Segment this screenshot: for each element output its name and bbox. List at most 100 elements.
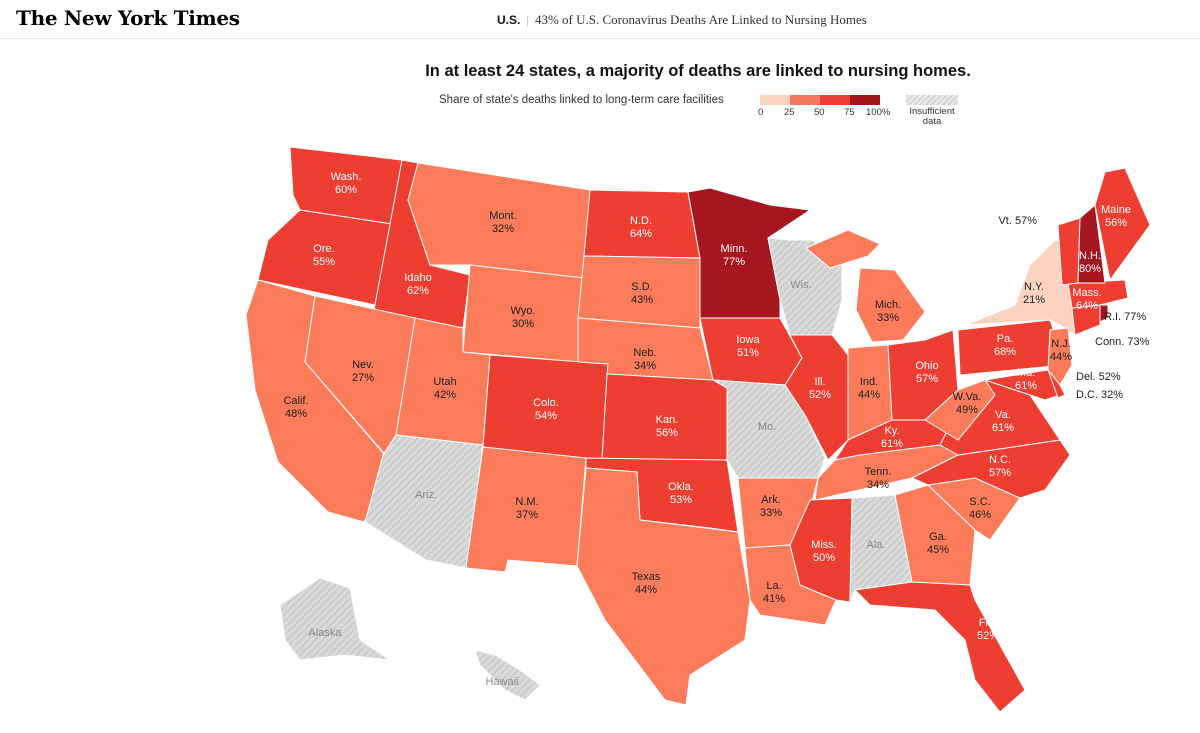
state-value: 53% <box>670 494 692 506</box>
state-label-sc: S.C. 46% <box>969 496 991 521</box>
state-label-md: Md. 61% <box>1015 367 1037 392</box>
state-ma[interactable] <box>1067 279 1129 309</box>
state-value: 49% <box>956 404 978 416</box>
state-value: 27% <box>352 372 374 384</box>
state-value: 61% <box>881 438 903 450</box>
state-name: Ark. <box>761 494 781 506</box>
state-name: Fla. <box>979 617 997 629</box>
nyt-logo[interactable]: The New York Times <box>16 6 240 30</box>
state-label-al: Ala. <box>867 539 886 551</box>
state-label-nv: Nev. 27% <box>352 359 374 384</box>
section-link[interactable]: U.S. <box>497 13 521 27</box>
legend-color-scale <box>760 95 880 105</box>
state-value: 50% <box>813 552 835 564</box>
state-label-hi: Hawaii <box>485 676 518 688</box>
state-nj[interactable] <box>1047 327 1073 386</box>
state-name: Miss. <box>811 539 837 551</box>
state-value: 34% <box>867 479 889 491</box>
state-label-ky: Ky. 61% <box>881 425 903 450</box>
state-value: 37% <box>516 509 538 521</box>
state-label-ga: Ga. 45% <box>927 531 949 556</box>
state-vt[interactable] <box>1057 217 1081 286</box>
legend-tick-25: 25 <box>784 107 795 118</box>
state-ga[interactable] <box>894 484 976 586</box>
state-label-mn: Minn. 77% <box>721 243 748 268</box>
state-mi[interactable] <box>855 267 926 343</box>
state-label-nm: N.M. 37% <box>515 496 538 521</box>
state-nh[interactable] <box>1077 204 1106 284</box>
state-label-de: Del. 52% <box>1076 371 1121 383</box>
state-name: Mich. <box>875 299 901 311</box>
legend-insufficient-label: Insufficient data <box>904 107 960 127</box>
state-label-mi: Mich. 33% <box>875 299 901 324</box>
state-name: Neb. <box>633 347 656 359</box>
state-ri[interactable] <box>1099 304 1109 323</box>
legend-tick-50: 50 <box>814 107 825 118</box>
state-label-me: Maine 56% <box>1101 204 1131 229</box>
state-name: Ohio <box>915 360 938 372</box>
state-hi[interactable] <box>474 649 541 701</box>
state-name: Wyo. <box>511 305 536 317</box>
legend-label: Share of state's deaths linked to long-t… <box>439 94 724 106</box>
state-label-fl: Fla. 52% <box>977 617 999 642</box>
state-name: Calif. <box>283 395 308 407</box>
state-name: Md. <box>1017 367 1035 379</box>
state-name: Tenn. <box>865 466 892 478</box>
state-label-id: Idaho 62% <box>404 272 432 297</box>
state-tx[interactable] <box>576 467 751 706</box>
state-fl[interactable] <box>854 581 1026 713</box>
state-de[interactable] <box>1047 369 1066 399</box>
legend-insufficient-line2: data <box>922 116 942 127</box>
state-name: Kan. <box>656 414 679 426</box>
state-name: Okla. <box>668 481 694 493</box>
state-name: W.Va. <box>953 391 982 403</box>
state-label-pa: Pa. 68% <box>994 333 1016 358</box>
legend-tick-75: 75 <box>844 107 855 118</box>
legend-swatch-3 <box>850 95 880 105</box>
state-value: 61% <box>992 422 1014 434</box>
state-name: Pa. <box>997 333 1014 345</box>
state-name: Alaska <box>308 627 342 639</box>
state-ak[interactable] <box>279 577 391 661</box>
state-name: Minn. <box>721 243 748 255</box>
state-name: Ill. <box>815 376 826 388</box>
state-label-tx: Texas 44% <box>632 571 661 596</box>
state-label-nh: N.H. 80% <box>1079 250 1101 275</box>
state-or[interactable] <box>257 209 393 306</box>
state-label-mt: Mont. 32% <box>489 210 517 235</box>
state-label-sd: S.D. 43% <box>631 281 653 306</box>
state-wv[interactable] <box>924 379 996 441</box>
state-me[interactable] <box>1094 167 1151 281</box>
state-value: 21% <box>1023 294 1045 306</box>
state-az[interactable] <box>364 434 484 569</box>
state-label-ri: R.I. 77% <box>1104 311 1146 323</box>
state-label-ok: Okla. 53% <box>668 481 694 506</box>
breadcrumb-separator: | <box>526 12 529 27</box>
state-value: 44% <box>635 584 657 596</box>
state-name: Texas <box>632 571 661 583</box>
state-name: N.H. <box>1079 250 1101 262</box>
state-value: 62% <box>407 285 429 297</box>
state-md[interactable] <box>984 369 1061 401</box>
state-value: 80% <box>1079 263 1101 275</box>
state-il[interactable] <box>784 334 849 461</box>
state-value: 44% <box>858 389 880 401</box>
state-name: Ore. <box>313 243 334 255</box>
state-value: 41% <box>763 593 785 605</box>
state-name: N.M. <box>515 496 538 508</box>
state-mi-upper[interactable] <box>805 229 881 269</box>
state-value: 52% <box>977 630 999 642</box>
state-value: 61% <box>1015 380 1037 392</box>
state-value: 51% <box>737 347 759 359</box>
state-label-vt: Vt. 57% <box>998 215 1037 227</box>
state-name: N.C. <box>989 454 1011 466</box>
article-title[interactable]: 43% of U.S. Coronavirus Deaths Are Linke… <box>534 12 867 27</box>
state-value: 54% <box>535 410 557 422</box>
state-name: Iowa <box>736 334 760 346</box>
state-value: 56% <box>1105 217 1127 229</box>
state-label-az: Ariz. <box>415 489 437 501</box>
state-label-wi: Wis. <box>790 279 811 291</box>
legend-insufficient-line1: Insufficient <box>909 106 955 117</box>
state-name: Wis. <box>790 279 811 291</box>
state-label-la: La. 41% <box>763 580 785 605</box>
